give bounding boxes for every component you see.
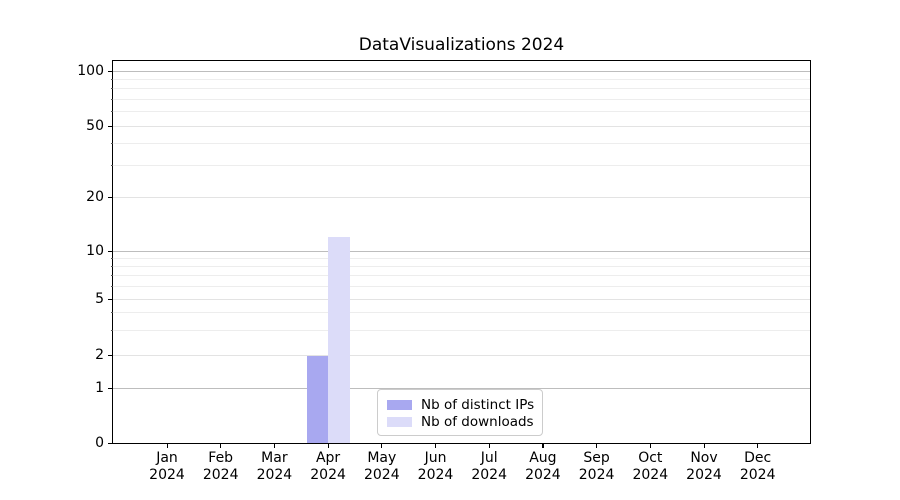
gridline-mid [113,125,810,127]
x-tick-label-year: 2024 [686,467,722,483]
y-tick-label: 20 [86,188,104,205]
gridline-minor [113,285,810,287]
x-tick-mark [757,443,759,448]
x-tick-label-year: 2024 [363,467,400,483]
plot-grid-and-bars [113,61,810,443]
y-tick-mark [108,355,112,357]
y-tick-mark [108,250,112,252]
x-tick-label-year: 2024 [739,467,776,483]
y-tick-label: 2 [95,347,104,363]
x-tick-label: Jan 2024 [139,450,195,484]
x-tick-label: Jul 2024 [461,450,517,484]
x-tick-mark [488,443,490,448]
x-tick-label-year: 2024 [471,467,507,483]
x-tick-label-year: 2024 [256,467,293,483]
y-minor-tick-mark [110,142,113,144]
x-tick-mark [596,443,598,448]
y-tick-label: 100 [77,62,104,79]
x-tick-label-year: 2024 [632,467,669,483]
bar-distinct-ips-apr [306,355,329,443]
x-tick-label-year: 2024 [578,467,615,483]
y-tick-mark [108,298,112,300]
gridline-minor [113,78,810,80]
x-tick-label-year: 2024 [525,467,561,483]
y-tick-label: 10 [86,242,104,259]
y-tick-label: 5 [95,290,104,307]
y-minor-tick-mark [110,285,113,287]
legend-label-downloads: Nb of downloads [421,413,534,430]
y-tick-mark [108,196,112,198]
y-minor-tick-mark [110,165,113,167]
x-tick-label-year: 2024 [149,467,185,483]
x-tick-mark [703,443,705,448]
gridline-minor [113,165,810,167]
gridline-minor [113,312,810,314]
x-tick-label: Mar 2024 [246,450,302,484]
y-minor-tick-mark [110,329,113,331]
y-minor-tick-mark [110,312,113,314]
x-tick-mark [327,443,329,448]
gridline-major [113,70,810,72]
y-minor-tick-mark [110,88,113,90]
gridline-minor [113,111,810,113]
gridline-minor [113,142,810,144]
y-tick-mark [108,442,112,444]
legend-item-distinct-ips: Nb of distinct IPs [387,396,534,413]
x-tick-mark [166,443,168,448]
y-minor-tick-mark [110,98,113,100]
gridline-minor [113,98,810,100]
gridline-minor [113,265,810,267]
x-tick-mark [220,443,222,448]
x-tick-label-year: 2024 [202,467,239,483]
x-tick-mark [542,443,544,448]
y-tick-label: 1 [95,379,104,396]
x-tick-label: Dec 2024 [730,450,786,484]
y-minor-tick-mark [110,265,113,267]
x-tick-mark [435,443,437,448]
y-minor-tick-mark [110,111,113,113]
x-tick-mark [649,443,651,448]
legend-swatch-distinct-ips [387,399,412,410]
x-tick-label: Apr 2024 [300,450,356,484]
gridline-minor [113,257,810,259]
gridline-major [113,387,810,389]
gridline-mid [113,196,810,198]
legend: Nb of distinct IPs Nb of downloads [377,389,543,436]
x-tick-label: Sep 2024 [569,450,625,484]
x-tick-mark [381,443,383,448]
x-tick-label-year: 2024 [417,467,454,483]
gridline-mid [113,355,810,356]
y-minor-tick-mark [110,257,113,259]
y-tick-mark [108,125,112,127]
y-minor-tick-mark [110,275,113,277]
gridline-minor [113,88,810,90]
x-tick-mark [273,443,276,448]
x-tick-label: Oct 2024 [622,450,678,484]
gridline-minor [113,275,810,277]
legend-swatch-downloads [387,416,412,427]
x-tick-label-year: 2024 [310,467,346,483]
x-tick-label: Feb 2024 [193,450,249,484]
x-tick-label: Aug 2024 [515,450,571,484]
x-tick-label: May 2024 [354,450,410,484]
legend-label-distinct-ips: Nb of distinct IPs [421,396,535,413]
y-minor-tick-mark [110,78,113,80]
gridline-major [113,250,810,252]
gridline-mid [113,298,810,300]
y-tick-mark [108,387,112,389]
plot-area: Nb of distinct IPs Nb of downloads [112,60,811,444]
y-tick-mark [108,70,112,72]
gridline-minor [113,329,810,331]
y-tick-label: 50 [86,117,104,134]
chart-title: DataVisualizations 2024 [358,35,565,55]
bar-downloads-apr [328,236,350,443]
y-tick-label: 0 [95,434,104,451]
legend-item-downloads: Nb of downloads [387,413,534,430]
x-tick-label: Nov 2024 [676,450,732,484]
x-tick-label: Jun 2024 [408,450,464,484]
